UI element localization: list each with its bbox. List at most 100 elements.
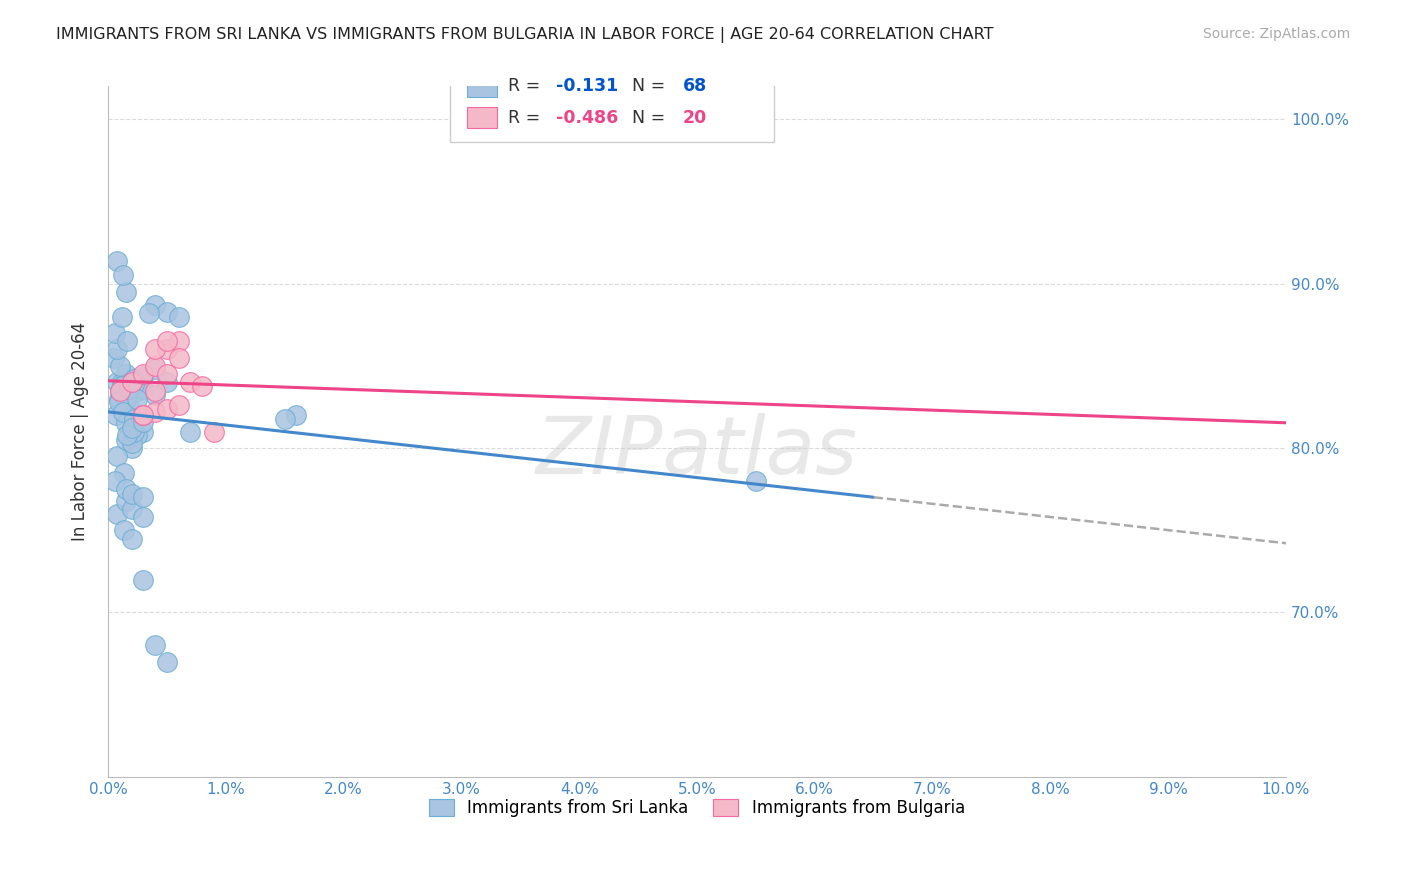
Point [143,638,166,652]
Point [167,351,190,365]
Point [114,523,136,537]
Point [122,372,145,386]
Point [104,474,127,488]
Point [115,334,138,349]
Point [132,425,155,439]
FancyBboxPatch shape [467,107,496,128]
Point [167,334,190,349]
Point [179,425,201,439]
Point [114,466,136,480]
Point [118,382,141,396]
Text: R =: R = [509,78,547,95]
FancyBboxPatch shape [467,76,496,97]
Point [105,408,128,422]
Point [156,401,179,416]
Text: N =: N = [633,78,671,95]
Point [122,425,145,439]
Point [121,436,143,450]
Point [107,376,129,390]
Point [107,507,129,521]
Point [114,285,136,299]
Point [114,367,136,381]
Point [143,298,166,312]
Point [114,417,136,431]
Point [107,395,129,409]
Point [112,405,135,419]
Point [132,408,155,422]
Point [121,441,143,455]
Text: 20: 20 [683,109,707,127]
Text: ZIPatlas: ZIPatlas [536,413,858,491]
Point [143,384,166,398]
Point [115,428,138,442]
Point [108,384,131,398]
Text: R =: R = [509,109,547,127]
Point [127,428,149,442]
Point [143,388,166,402]
Point [156,304,179,318]
Text: N =: N = [633,109,671,127]
Point [111,376,134,390]
Point [114,482,136,496]
Point [132,370,155,384]
Point [111,378,134,392]
Point [156,367,179,381]
Point [132,415,155,429]
Point [132,382,155,396]
Point [156,334,179,349]
Point [191,378,214,392]
Point [132,382,155,396]
Point [107,450,129,464]
Point [132,367,155,381]
Point [121,532,143,546]
Text: Source: ZipAtlas.com: Source: ZipAtlas.com [1202,27,1350,41]
Point [121,378,143,392]
Point [143,343,166,357]
Point [107,392,129,406]
Point [132,408,155,422]
Y-axis label: In Labor Force | Age 20-64: In Labor Force | Age 20-64 [72,322,89,541]
Point [121,502,143,516]
Point [104,326,127,340]
Point [121,487,143,501]
Point [138,306,160,320]
Point [156,343,179,357]
Text: 68: 68 [683,78,707,95]
Text: IMMIGRANTS FROM SRI LANKA VS IMMIGRANTS FROM BULGARIA IN LABOR FORCE | AGE 20-64: IMMIGRANTS FROM SRI LANKA VS IMMIGRANTS … [56,27,994,43]
Legend: Immigrants from Sri Lanka, Immigrants from Bulgaria: Immigrants from Sri Lanka, Immigrants fr… [422,792,972,824]
Point [132,510,155,524]
Point [122,376,145,391]
Point [132,408,155,422]
Point [179,376,201,390]
Point [132,491,155,505]
Point [156,376,179,390]
Point [143,359,166,373]
Point [127,384,149,398]
Point [103,351,125,365]
Point [118,400,141,414]
Point [107,253,129,268]
Point [202,425,225,439]
Point [121,380,143,394]
Point [167,310,190,324]
Point [121,421,143,435]
Point [111,310,134,324]
Point [108,359,131,373]
FancyBboxPatch shape [450,66,773,142]
Point [114,493,136,508]
Point [112,268,135,283]
Point [122,411,145,425]
Point [114,392,136,406]
Point [156,655,179,669]
Point [108,384,131,398]
Point [745,474,768,488]
Point [107,343,129,357]
Point [121,376,143,390]
Text: -0.131: -0.131 [555,78,617,95]
Point [132,573,155,587]
Point [127,392,149,406]
Point [167,398,190,412]
Point [273,411,295,425]
Point [285,408,308,422]
Point [143,405,166,419]
